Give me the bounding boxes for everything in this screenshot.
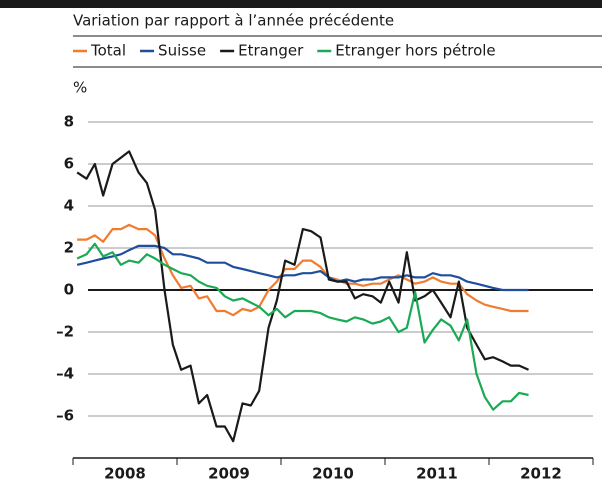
x-tick-label: 2008 [104, 465, 146, 483]
legend-label: Suisse [158, 42, 206, 60]
series-line [77, 223, 529, 317]
series-line [76, 150, 529, 443]
x-tick-label: 2011 [416, 465, 458, 483]
series-line [76, 244, 529, 292]
series-line [76, 242, 529, 411]
y-tick-label: –2 [56, 323, 74, 341]
y-tick-label: 2 [64, 239, 74, 257]
y-tick-label: 0 [64, 281, 74, 299]
x-tick-label: 2009 [208, 465, 250, 483]
chart-subtitle: Variation par rapport à l’année précéden… [73, 12, 394, 30]
legend-label: Etranger hors pétrole [335, 42, 495, 60]
y-tick-label: –6 [56, 407, 74, 425]
y-tick-label: –4 [56, 365, 74, 383]
legend-label: Total [90, 42, 126, 60]
y-tick-label: 6 [64, 155, 74, 173]
y-tick-label: 4 [64, 197, 74, 215]
x-tick-label: 2012 [520, 465, 562, 483]
x-tick-label: 2010 [312, 465, 354, 483]
y-tick-label: 8 [64, 113, 74, 131]
top-bar [0, 0, 602, 8]
legend-label: Etranger [238, 42, 304, 60]
y-unit-label: % [73, 79, 87, 97]
